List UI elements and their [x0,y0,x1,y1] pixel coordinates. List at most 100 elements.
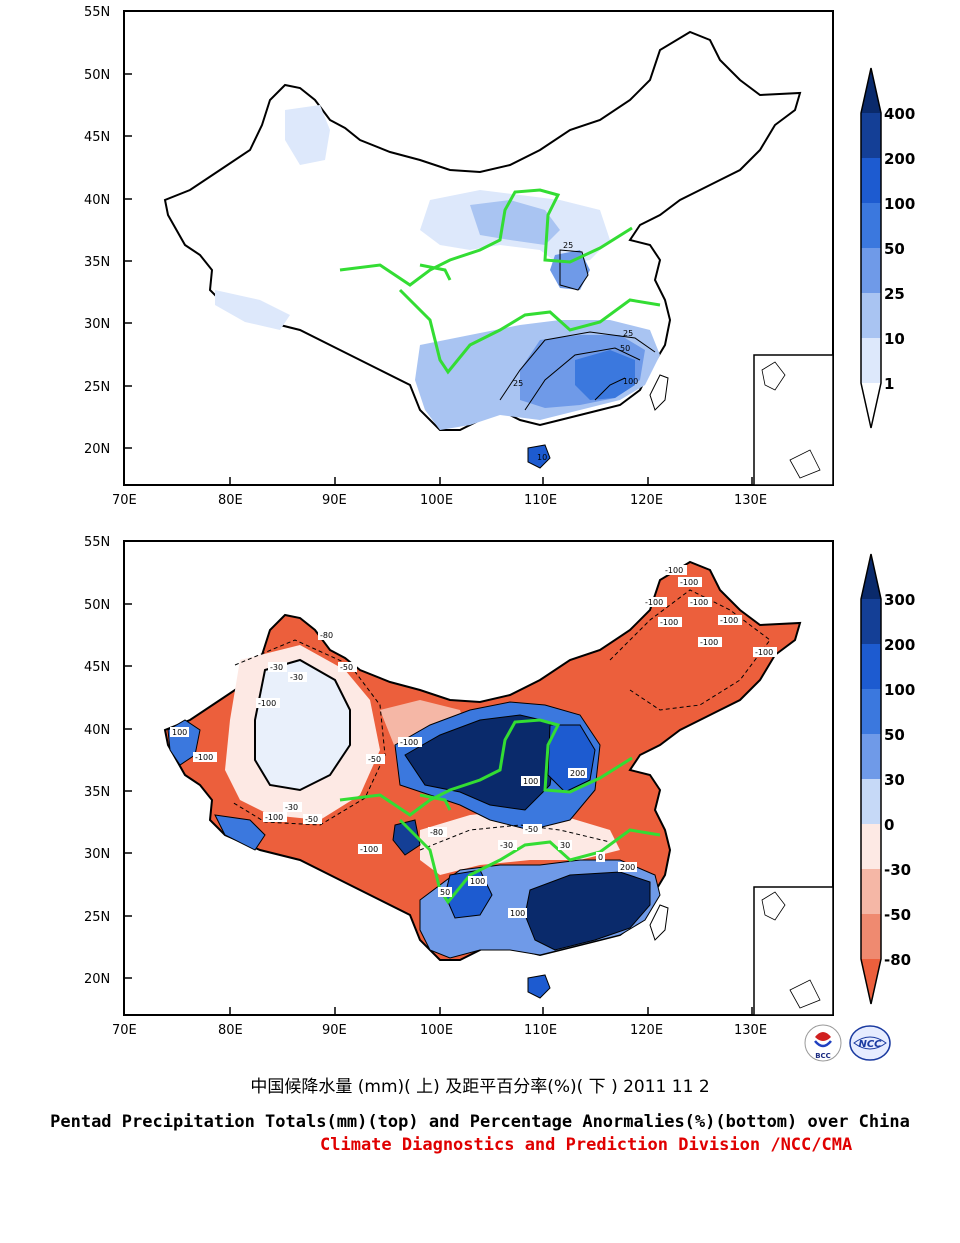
bottom-china-region [163,560,802,999]
top-lon-label: 90E [322,493,347,508]
top-lat-axis: 55N 50N 45N 40N 35N 30N 25N 20N [84,5,132,457]
bottom-contour-label-box [318,630,337,640]
bottom-anomaly-blue-tibet-edge [214,814,266,851]
bottom-colorbar-swatch [861,824,881,869]
bottom-colorbar-swatch [861,734,881,779]
bottom-yellow-river [339,718,633,817]
top-lon-label: 130E [734,493,767,508]
bottom-contour-label: -30 [270,663,283,672]
bottom-contour-label-box [193,752,217,762]
bottom-contour-label-box [498,840,517,850]
bottom-colorbar-label: 200 [884,636,915,654]
bottom-contour-label: -100 [195,753,213,762]
top-contour-100-south [594,377,626,401]
top-colorbar-swatch [861,248,881,293]
top-colorbar-swatch [861,203,881,248]
caption-credit: Climate Diagnostics and Prediction Divis… [320,1135,853,1155]
bottom-anomaly-darkblue-south [524,871,651,951]
top-contour-label: 10 [537,453,547,462]
bottom-south-china-sea-inset [753,886,834,1016]
bottom-contour-label-box [698,637,722,647]
top-lon-label: 80E [218,493,243,508]
bottom-contour-label: -50 [368,755,381,764]
top-inset-coastline [761,361,821,479]
bottom-contour-dashed-south [419,824,611,851]
top-lat-label: 35N [84,255,110,270]
ncc-logo: NCC [849,1025,891,1061]
top-yellow-river-loop [419,263,452,281]
bottom-lat-label: 20N [84,972,110,987]
top-colorbar: 400 200 100 50 25 10 1 [860,67,915,429]
bottom-lat-label: 25N [84,910,110,925]
bottom-contour-label: -100 [700,638,718,647]
bottom-contour-label-box [256,698,280,708]
bottom-contour-label-box [170,727,189,737]
top-contour-label: 25 [513,379,523,388]
top-china-region [163,30,802,469]
bottom-contour-label: 200 [620,863,635,872]
bottom-contour-label: -30 [290,673,303,682]
top-colorbar-label: 25 [884,285,905,303]
bottom-lon-label: 80E [218,1023,243,1038]
top-precipitation-map: 25 25 50 25 100 10 55N 50N 45N 40N 35N 3… [84,5,915,508]
bottom-colorbar-label: -30 [884,861,911,879]
top-colorbar-swatch [861,338,881,383]
bottom-inset-coastline [761,891,821,1009]
bottom-contour-label: 0 [598,853,603,862]
bottom-contour-label-box [568,768,587,778]
top-colorbar-label: 10 [884,330,905,348]
bottom-colorbar-swatch [861,689,881,734]
top-colorbar-label: 200 [884,150,915,168]
bottom-colorbar-label: 100 [884,681,915,699]
bottom-contour-label-box [398,737,422,747]
bottom-lat-label: 50N [84,598,110,613]
bottom-contour-label-box [366,754,385,764]
top-lon-label: 120E [630,493,663,508]
bottom-contour-label-box [678,577,702,587]
top-contour-label: 25 [623,329,633,338]
bcc-logo: BCC [804,1024,842,1062]
bottom-lon-label: 70E [112,1023,137,1038]
top-precip-patch-hainan [527,444,551,469]
top-colorbar-label: 400 [884,105,915,123]
svg-text:BCC: BCC [815,1052,831,1060]
top-lon-axis: 70E 80E 90E 100E 110E 120E 130E [112,477,767,508]
bottom-contour-label: -100 [755,648,773,657]
top-contour-25-south [499,331,656,401]
top-lat-label: 55N [84,5,110,20]
bottom-contour-label: -100 [265,813,283,822]
bottom-contour-label-box [558,840,572,850]
bottom-contour-label-box [438,887,452,897]
top-lat-label: 30N [84,317,110,332]
top-lon-label: 110E [524,493,557,508]
bottom-colorbar-swatch [861,959,881,1004]
bottom-contour-label: 30 [560,841,570,850]
bottom-lon-label: 130E [734,1023,767,1038]
bottom-contour-label: -50 [340,663,353,672]
bottom-colorbar-label: 300 [884,591,915,609]
bottom-contour-label-box [596,852,605,862]
bottom-contour-label-box [688,597,712,607]
bottom-lat-label: 40N [84,723,110,738]
bottom-lon-axis: 70E 80E 90E 100E 110E 120E 130E [112,1007,767,1038]
top-contour-25-east [559,249,589,291]
top-yangtze-river [398,288,661,375]
bottom-colorbar: 300 200 100 50 30 0 -30 -50 -80 [860,553,915,1005]
bottom-contour-label: -100 [400,738,418,747]
bottom-contour-label: 100 [470,877,485,886]
bottom-colorbar-label: 30 [884,771,905,789]
bottom-contour-label: 100 [172,728,187,737]
top-colorbar-label: 50 [884,240,905,258]
bottom-lat-label: 45N [84,660,110,675]
top-colorbar-swatch [861,293,881,338]
bottom-anomaly-light-blue-west [254,658,351,792]
top-colorbar-swatch [861,68,881,113]
bottom-contour-label-box [658,617,682,627]
bottom-contour-label-box [358,844,382,854]
top-precip-patch-southeast [575,350,635,400]
top-lat-label: 50N [84,68,110,83]
bottom-colorbar-swatch [861,914,881,959]
bottom-contour-label: 100 [510,909,525,918]
bottom-contour-label: -100 [680,578,698,587]
bottom-lat-label: 30N [84,847,110,862]
